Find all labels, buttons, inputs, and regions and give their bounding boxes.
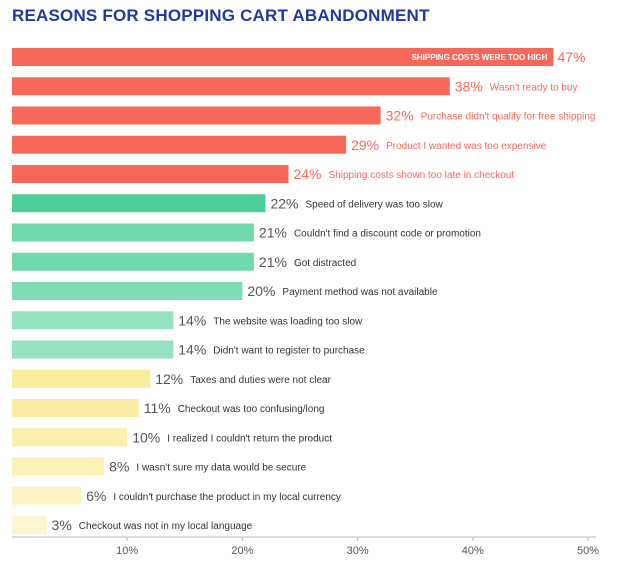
bar — [12, 369, 151, 388]
value-label: 21% — [259, 225, 287, 241]
x-tick-label: 50% — [577, 545, 599, 557]
bar — [12, 516, 47, 534]
value-label: 22% — [270, 195, 298, 211]
bar-label: Got distracted — [294, 258, 356, 269]
bar — [12, 340, 174, 359]
bar — [12, 135, 347, 154]
bar-label: The website was loading too slow — [213, 316, 363, 327]
bar — [12, 106, 381, 125]
value-label: 24% — [293, 166, 321, 182]
value-label: 14% — [178, 312, 206, 328]
bar-label: I couldn't purchase the product in my lo… — [113, 492, 341, 503]
value-label: 29% — [351, 137, 379, 153]
value-label: 14% — [178, 342, 206, 358]
x-tick-label: 30% — [347, 545, 369, 557]
bar — [12, 311, 174, 330]
bar — [12, 486, 82, 505]
bar-label: Purchase didn't qualify for free shippin… — [421, 112, 596, 123]
bar-label: Speed of delivery was too slow — [305, 199, 443, 210]
bar — [12, 252, 254, 271]
value-label: 20% — [247, 283, 275, 299]
value-label: 6% — [86, 488, 106, 504]
value-label: 10% — [132, 429, 160, 445]
bar — [12, 457, 105, 476]
bar — [12, 194, 266, 213]
bar — [12, 223, 254, 242]
chart-title: REASONS FOR SHOPPING CART ABANDONMENT — [12, 6, 430, 25]
value-label: 38% — [455, 78, 483, 94]
bar-label: I wasn't sure my data would be secure — [136, 463, 306, 474]
bar-label: Checkout was not in my local language — [79, 521, 253, 532]
value-label: 47% — [557, 49, 585, 65]
value-label: 3% — [52, 517, 72, 533]
bar-label: Checkout was too confusing/long — [178, 404, 325, 415]
x-tick-label: 10% — [116, 545, 138, 557]
bar-label: Product I wanted was too expensive — [386, 141, 547, 152]
bar — [12, 165, 289, 183]
bar-label: Shipping costs shown too late in checkou… — [329, 170, 515, 181]
bar-label: Taxes and duties were not clear — [190, 375, 331, 386]
x-tick-label: 20% — [231, 545, 253, 557]
x-tick-label: 40% — [462, 545, 484, 557]
value-label: 32% — [386, 108, 414, 124]
value-label: 8% — [109, 459, 129, 475]
value-label: 11% — [144, 400, 171, 416]
bar — [12, 282, 243, 300]
value-label: 21% — [259, 254, 287, 270]
bar — [12, 48, 554, 66]
bar-label: Didn't want to register to purchase — [213, 346, 365, 357]
value-label: 12% — [155, 371, 183, 387]
bar-label: Payment method was not available — [282, 287, 438, 298]
bar-label: Couldn't find a discount code or promoti… — [294, 229, 481, 240]
bar — [12, 77, 450, 96]
bar — [12, 399, 139, 417]
bar-label: I realized I couldn't return the product — [167, 433, 332, 444]
bar — [12, 428, 128, 447]
bar-label: SHIPPING COSTS WERE TOO HIGH — [412, 53, 548, 62]
bar-label: Wasn't ready to buy — [490, 82, 578, 93]
